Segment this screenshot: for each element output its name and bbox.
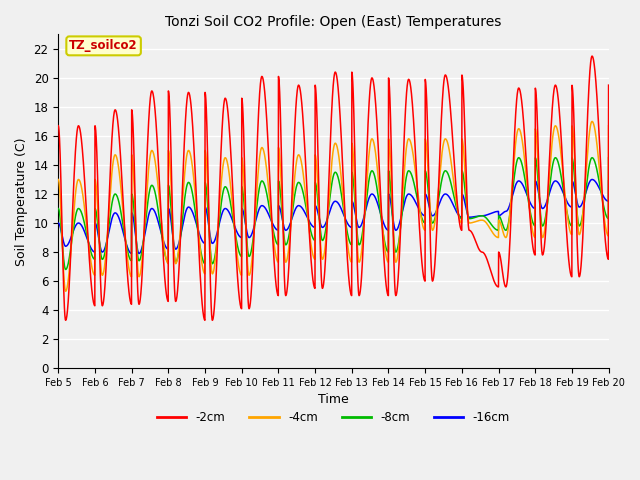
Legend: -2cm, -4cm, -8cm, -16cm: -2cm, -4cm, -8cm, -16cm [152, 407, 515, 429]
Title: Tonzi Soil CO2 Profile: Open (East) Temperatures: Tonzi Soil CO2 Profile: Open (East) Temp… [165, 15, 502, 29]
Y-axis label: Soil Temperature (C): Soil Temperature (C) [15, 137, 28, 265]
X-axis label: Time: Time [318, 394, 349, 407]
Text: TZ_soilco2: TZ_soilco2 [69, 39, 138, 52]
